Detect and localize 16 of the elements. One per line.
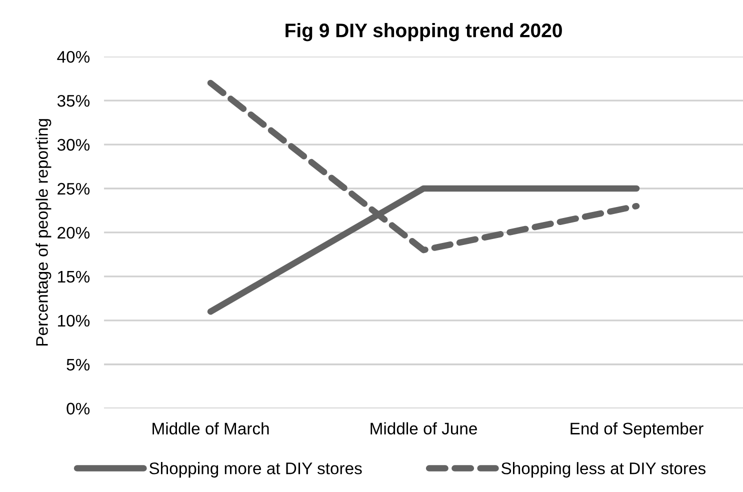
- y-tick-label: 40%: [57, 50, 90, 63]
- y-tick-label: 0%: [66, 402, 90, 415]
- legend-label: Shopping more at DIY stores: [149, 462, 362, 478]
- y-tick-label: 35%: [57, 94, 90, 107]
- y-tick-label: 25%: [58, 182, 90, 195]
- x-tick-label: Middle of June: [370, 422, 477, 434]
- y-axis-title: Percentage of people reporting: [36, 119, 52, 346]
- x-tick-label: Middle of March: [152, 422, 269, 434]
- y-tick-label: 5%: [66, 358, 90, 371]
- y-tick-label: 20%: [58, 226, 90, 239]
- legend-label: Shopping less at DIY stores: [501, 462, 706, 478]
- y-tick-label: 30%: [57, 138, 90, 151]
- chart-title: Fig 9 DIY shopping trend 2020: [286, 23, 562, 42]
- y-tick-label: 10%: [58, 314, 90, 327]
- x-tick-label: End of September: [570, 422, 704, 438]
- y-tick-label: 15%: [58, 270, 90, 283]
